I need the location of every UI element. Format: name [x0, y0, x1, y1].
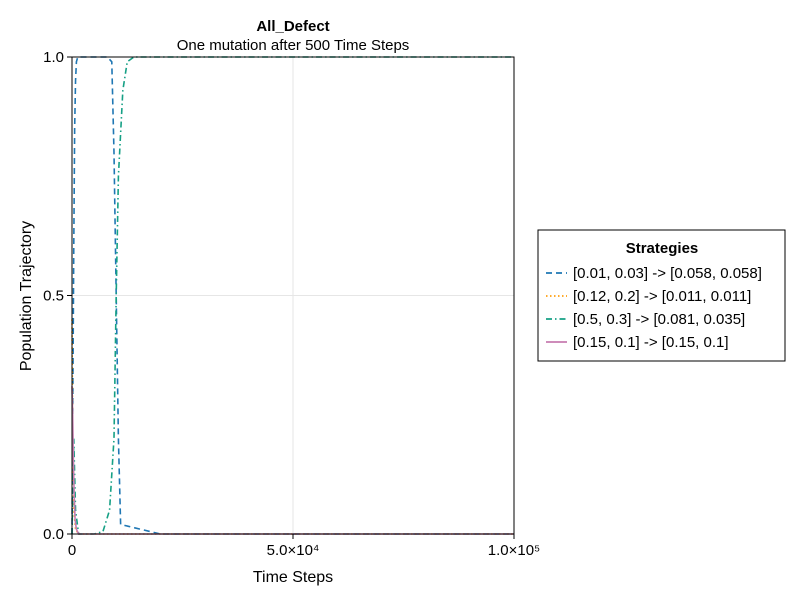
x-tick-label: 1.0×10⁵ [488, 542, 541, 559]
y-axis-label: Population Trajectory [18, 221, 35, 371]
ticks: 0 5.0×10⁴ 1.0×10⁵ 0.0 0.5 1.0 [43, 49, 540, 559]
y-tick-label: 0.0 [43, 526, 64, 543]
y-tick-label: 0.5 [43, 288, 64, 305]
legend-entry-label: [0.01, 0.03] -> [0.058, 0.058] [573, 265, 762, 282]
x-tick-label: 5.0×10⁴ [267, 542, 320, 559]
series-1-line [71, 56, 514, 535]
legend-entry-label: [0.12, 0.2] -> [0.011, 0.011] [573, 288, 751, 305]
x-tick-label: 0 [68, 542, 76, 559]
legend-title: Strategies [626, 240, 699, 257]
chart-subtitle: One mutation after 500 Time Steps [177, 37, 410, 54]
legend-box [537, 229, 786, 362]
grid [71, 56, 515, 535]
chart-title: All_Defect [256, 18, 329, 35]
y-tick-label: 1.0 [43, 49, 64, 66]
legend-entry-label: [0.5, 0.3] -> [0.081, 0.035] [573, 311, 745, 328]
legend-entry-label: [0.15, 0.1] -> [0.15, 0.1] [573, 334, 729, 351]
x-axis-label: Time Steps [253, 569, 333, 586]
legend: Strategies [0.01, 0.03] -> [0.058, 0.058… [537, 229, 786, 362]
legend-entries: [0.01, 0.03] -> [0.058, 0.058] [0.12, 0.2… [546, 265, 762, 351]
